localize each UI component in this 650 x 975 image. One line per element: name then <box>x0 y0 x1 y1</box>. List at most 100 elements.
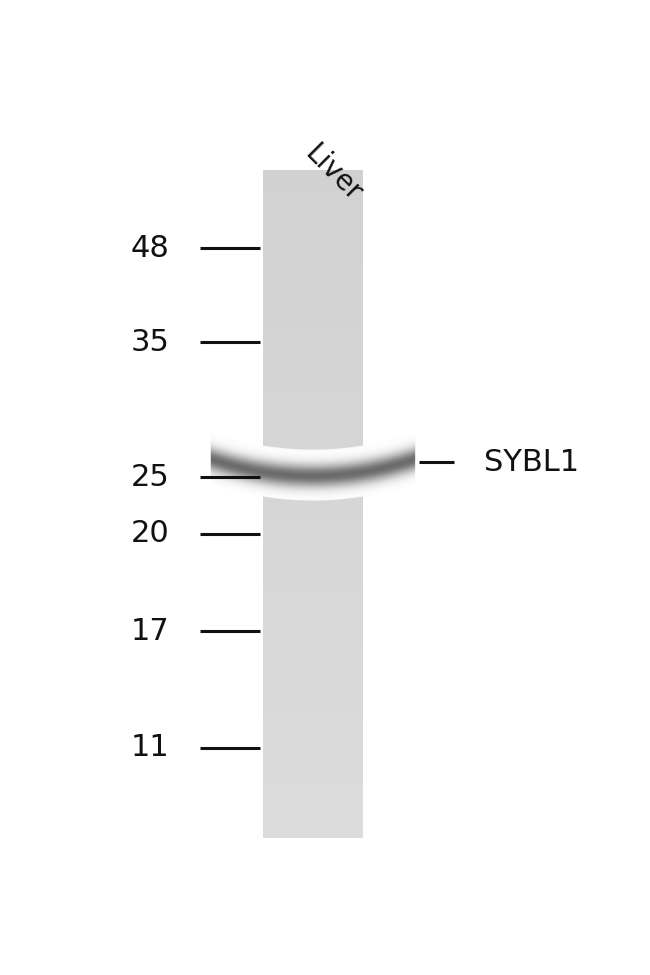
Bar <box>263 687 363 690</box>
Bar <box>263 186 363 189</box>
Bar <box>263 604 363 607</box>
Bar <box>263 824 363 828</box>
Bar <box>263 427 363 430</box>
Bar <box>263 423 363 427</box>
Bar <box>263 641 363 644</box>
Bar <box>263 814 363 818</box>
Bar <box>263 504 363 507</box>
Bar <box>263 487 363 490</box>
Bar <box>263 701 363 704</box>
Bar <box>263 243 363 247</box>
Bar <box>263 416 363 420</box>
Bar <box>263 353 363 357</box>
Bar <box>263 247 363 250</box>
Bar <box>263 831 363 835</box>
Bar <box>263 266 363 270</box>
Bar <box>263 380 363 383</box>
Bar <box>263 597 363 601</box>
Bar <box>263 404 363 407</box>
Bar <box>263 708 363 711</box>
Bar <box>263 778 363 781</box>
Bar <box>263 614 363 617</box>
Bar <box>263 300 363 303</box>
Bar <box>263 226 363 230</box>
Bar <box>263 207 363 210</box>
Bar <box>263 791 363 795</box>
Bar <box>263 681 363 684</box>
Bar <box>263 397 363 400</box>
Bar <box>263 580 363 584</box>
Bar <box>263 657 363 661</box>
Bar <box>263 610 363 614</box>
Text: 35: 35 <box>131 328 170 357</box>
Bar <box>263 724 363 727</box>
Bar <box>263 263 363 266</box>
Bar <box>263 376 363 380</box>
Bar <box>263 767 363 771</box>
Bar <box>263 758 363 760</box>
Bar <box>263 219 363 223</box>
Bar <box>263 507 363 510</box>
Bar <box>263 644 363 647</box>
Bar <box>263 434 363 437</box>
Bar <box>263 280 363 283</box>
Bar <box>263 233 363 236</box>
Bar <box>263 533 363 537</box>
Bar <box>263 450 363 453</box>
Bar <box>263 340 363 343</box>
Bar <box>263 484 363 487</box>
Bar <box>263 310 363 313</box>
Bar <box>263 804 363 807</box>
Bar <box>263 551 363 554</box>
Bar <box>263 347 363 350</box>
Bar <box>263 727 363 731</box>
Bar <box>263 601 363 604</box>
Bar <box>263 306 363 310</box>
Bar <box>263 781 363 784</box>
Bar <box>263 360 363 364</box>
Bar <box>263 638 363 641</box>
Bar <box>263 383 363 387</box>
Bar <box>263 620 363 624</box>
Bar <box>263 493 363 497</box>
Bar <box>263 467 363 470</box>
Bar <box>263 694 363 697</box>
Bar <box>263 303 363 306</box>
Bar <box>263 287 363 290</box>
Bar <box>263 678 363 681</box>
Bar <box>263 420 363 423</box>
Bar <box>263 400 363 404</box>
Bar <box>263 751 363 755</box>
Bar <box>263 654 363 657</box>
Bar <box>263 667 363 671</box>
Bar <box>263 567 363 570</box>
Bar <box>263 453 363 457</box>
Bar <box>263 273 363 277</box>
Bar <box>263 631 363 634</box>
Bar <box>263 554 363 557</box>
Bar <box>263 336 363 340</box>
Bar <box>263 828 363 831</box>
Bar <box>263 587 363 591</box>
Bar <box>263 440 363 444</box>
Bar <box>263 684 363 687</box>
Bar <box>263 650 363 654</box>
Bar <box>263 370 363 373</box>
Bar <box>263 437 363 440</box>
Bar <box>263 771 363 774</box>
Bar <box>263 407 363 410</box>
Bar <box>263 447 363 450</box>
Bar <box>263 818 363 821</box>
Bar <box>263 189 363 193</box>
Bar <box>263 624 363 627</box>
Text: 48: 48 <box>131 234 170 263</box>
Bar <box>263 594 363 597</box>
Bar <box>263 674 363 678</box>
Bar <box>263 474 363 477</box>
Bar <box>263 711 363 714</box>
Bar <box>263 410 363 413</box>
Bar <box>263 216 363 219</box>
Bar <box>263 343 363 347</box>
Bar <box>263 755 363 758</box>
Bar <box>263 444 363 447</box>
